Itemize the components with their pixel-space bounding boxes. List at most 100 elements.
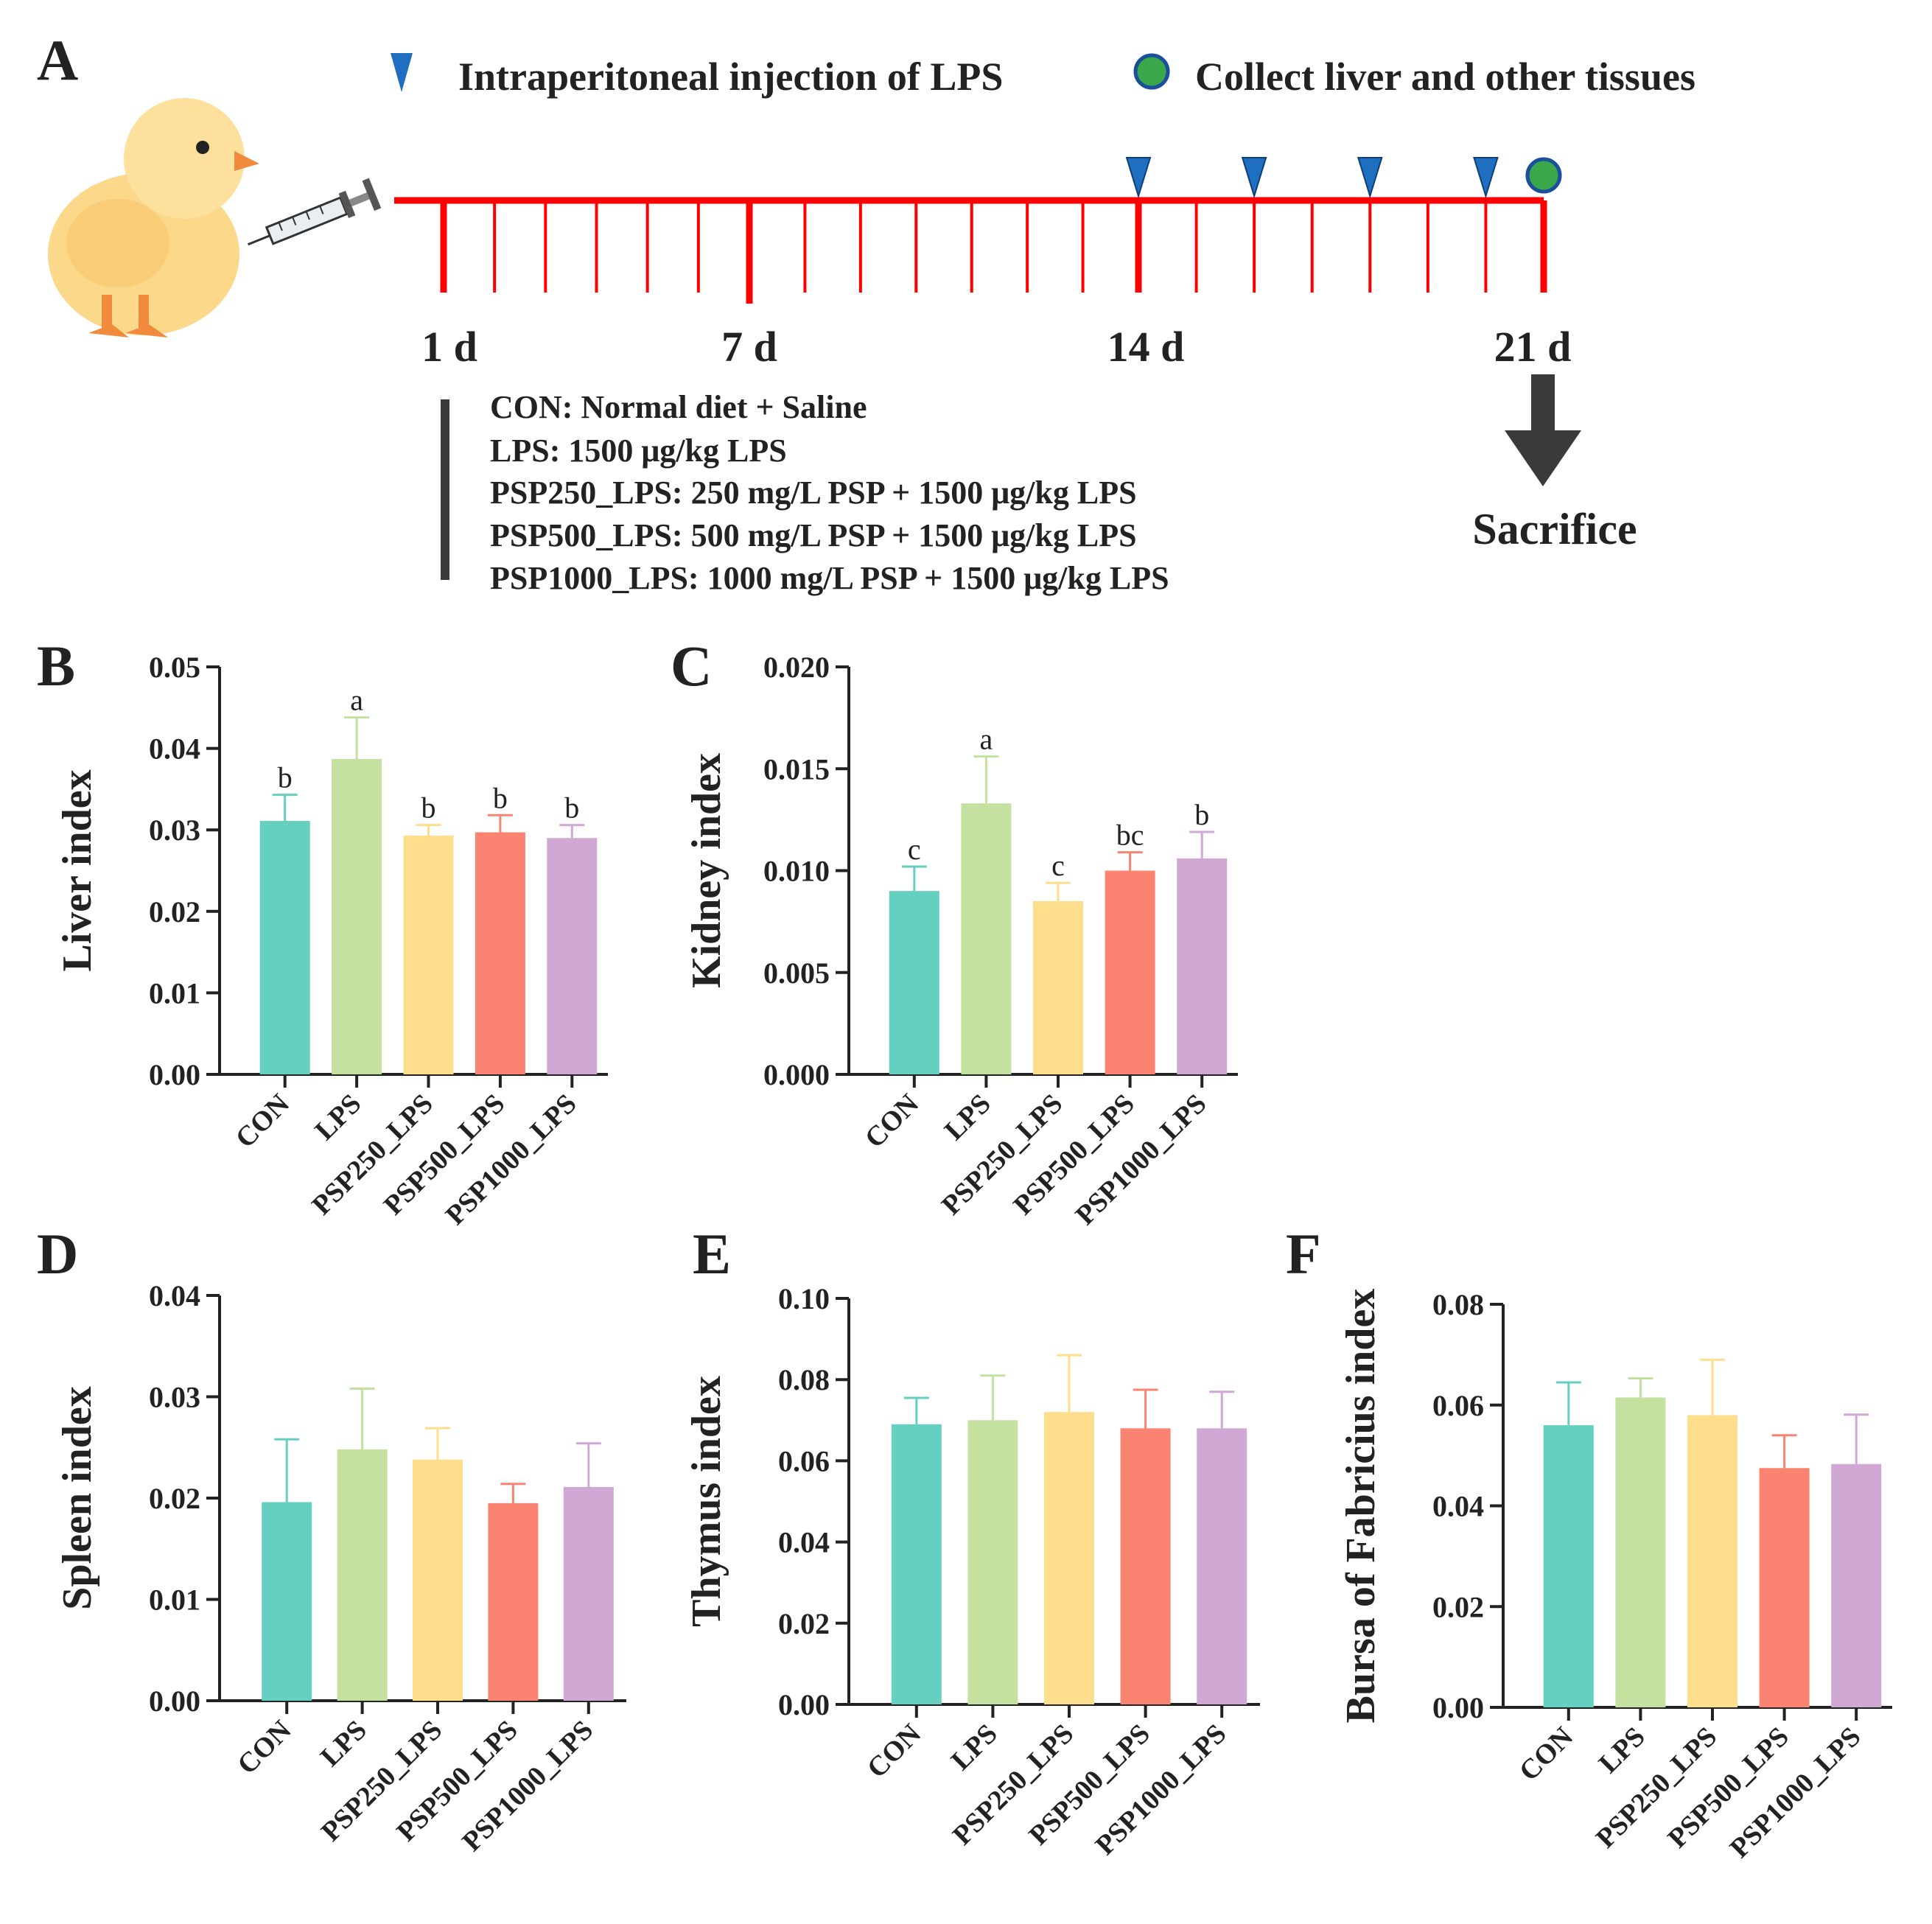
group-item: PSP500_LPS: 500 mg/L PSP + 1500 μg/kg LP… xyxy=(490,517,1137,553)
y-tick-label: 0.02 xyxy=(778,1607,830,1640)
group-item: PSP1000_LPS: 1000 mg/L PSP + 1500 μg/kg … xyxy=(490,560,1169,596)
significance-letter: b xyxy=(421,791,436,825)
syringe-icon xyxy=(247,178,382,246)
panel-label: D xyxy=(37,1222,78,1286)
blue-triangle-marker-icon xyxy=(391,53,413,92)
bar xyxy=(1831,1463,1882,1707)
bar xyxy=(1543,1425,1594,1707)
bar xyxy=(1197,1428,1247,1704)
y-tick-label: 0.00 xyxy=(149,1058,200,1091)
y-tick-label: 0.05 xyxy=(149,651,200,684)
x-tick-label: CON xyxy=(1513,1721,1579,1787)
y-tick-label: 0.010 xyxy=(763,855,830,888)
significance-letter: b xyxy=(278,761,293,794)
y-tick-label: 0.01 xyxy=(149,1584,200,1617)
chart-thymus-index: E 0.00 0.02 0.04 0.06 0.08 0.10 Thymus index CON… xyxy=(684,1222,1260,1861)
bar xyxy=(475,832,525,1074)
group-list-bracket xyxy=(441,399,449,580)
injection-marker-icon xyxy=(1357,157,1383,199)
y-tick-label: 0.020 xyxy=(763,651,830,684)
bar xyxy=(1759,1468,1810,1707)
y-tick-label: 0.02 xyxy=(149,1482,200,1515)
bar xyxy=(413,1459,463,1701)
x-tick-label: LPS xyxy=(309,1088,367,1147)
chick-icon xyxy=(48,98,259,337)
y-tick-label: 0.04 xyxy=(149,1279,200,1312)
day-label: 7 d xyxy=(721,323,777,371)
significance-letter: a xyxy=(980,723,993,756)
y-tick-label: 0.02 xyxy=(149,895,200,928)
significance-letter: b xyxy=(1194,798,1209,831)
legend-collect-text: Collect liver and other tissues xyxy=(1195,55,1695,99)
x-tick-label: CON xyxy=(861,1718,927,1784)
bar xyxy=(961,803,1012,1074)
significance-letter: bc xyxy=(1116,819,1144,852)
panel-label: C xyxy=(671,634,712,698)
panel-a-label: A xyxy=(37,28,78,92)
injection-marker-icon xyxy=(1473,157,1499,199)
bar xyxy=(332,758,382,1074)
y-tick-label: 0.02 xyxy=(1432,1590,1484,1623)
significance-letter: b xyxy=(564,791,579,825)
day-label: 21 d xyxy=(1494,323,1572,371)
x-tick-label: PSP1000_LPS xyxy=(1070,1088,1213,1231)
bar xyxy=(891,1424,942,1704)
y-tick-label: 0.06 xyxy=(778,1444,830,1477)
y-tick-label: 0.00 xyxy=(1432,1691,1484,1724)
x-tick-label: CON xyxy=(230,1088,295,1154)
significance-letter: c xyxy=(908,833,921,866)
panel-label: B xyxy=(37,634,75,698)
bar xyxy=(337,1449,388,1701)
bar xyxy=(967,1420,1018,1704)
y-tick-label: 0.01 xyxy=(149,976,200,1010)
panel-label: E xyxy=(693,1222,731,1286)
y-tick-label: 0.04 xyxy=(149,732,200,766)
bar xyxy=(1033,900,1083,1074)
bar xyxy=(1044,1412,1094,1704)
bar xyxy=(1687,1415,1737,1707)
day-label: 1 d xyxy=(421,323,477,371)
bar xyxy=(547,838,598,1074)
sacrifice-label: Sacrifice xyxy=(1472,505,1637,553)
bar xyxy=(889,891,939,1074)
x-tick-label: LPS xyxy=(315,1715,373,1773)
y-axis-title: Bursa of Fabricius index xyxy=(1338,1289,1384,1724)
significance-letter: a xyxy=(350,684,363,717)
bar xyxy=(1120,1428,1171,1704)
y-axis-title: Thymus index xyxy=(684,1376,729,1627)
x-tick-label: CON xyxy=(231,1715,297,1780)
x-tick-label: CON xyxy=(859,1088,925,1154)
y-tick-label: 0.03 xyxy=(149,1381,200,1414)
injection-marker-icon xyxy=(1241,157,1267,199)
y-tick-label: 0.08 xyxy=(1432,1288,1484,1321)
bar xyxy=(262,1502,312,1701)
bar xyxy=(1177,858,1228,1074)
x-tick-label: LPS xyxy=(939,1088,997,1147)
bar xyxy=(1615,1397,1666,1707)
group-item: PSP250_LPS: 250 mg/L PSP + 1500 μg/kg LP… xyxy=(490,475,1137,511)
injection-marker-icon xyxy=(1125,157,1152,199)
bar xyxy=(259,821,310,1074)
significance-letter: b xyxy=(493,781,508,814)
y-tick-label: 0.005 xyxy=(763,956,830,990)
x-tick-label: LPS xyxy=(1593,1721,1651,1780)
y-tick-label: 0.08 xyxy=(778,1363,830,1396)
day-label: 14 d xyxy=(1107,323,1185,371)
y-tick-label: 0.00 xyxy=(149,1685,200,1718)
significance-letter: c xyxy=(1051,849,1065,882)
x-tick-label: PSP1000_LPS xyxy=(1724,1721,1867,1864)
chart-bursa-index: F 0.00 0.02 0.04 0.06 0.08 Bursa of Fabricius … xyxy=(1286,1222,1892,1864)
x-tick-label: LPS xyxy=(945,1718,1004,1777)
panel-a: A Intraperitoneal injection of LPS Colle… xyxy=(37,28,1695,596)
y-tick-label: 0.10 xyxy=(778,1282,830,1315)
panel-label: F xyxy=(1286,1222,1321,1286)
y-axis-title: Liver index xyxy=(55,769,100,971)
x-tick-label: PSP1000_LPS xyxy=(456,1715,599,1858)
y-tick-label: 0.00 xyxy=(778,1688,830,1721)
group-item: LPS: 1500 μg/kg LPS xyxy=(490,433,787,469)
y-tick-label: 0.015 xyxy=(763,752,830,786)
y-tick-label: 0.04 xyxy=(778,1526,830,1559)
y-axis-title: Spleen index xyxy=(55,1386,100,1609)
green-circle-marker-icon xyxy=(1133,53,1170,90)
